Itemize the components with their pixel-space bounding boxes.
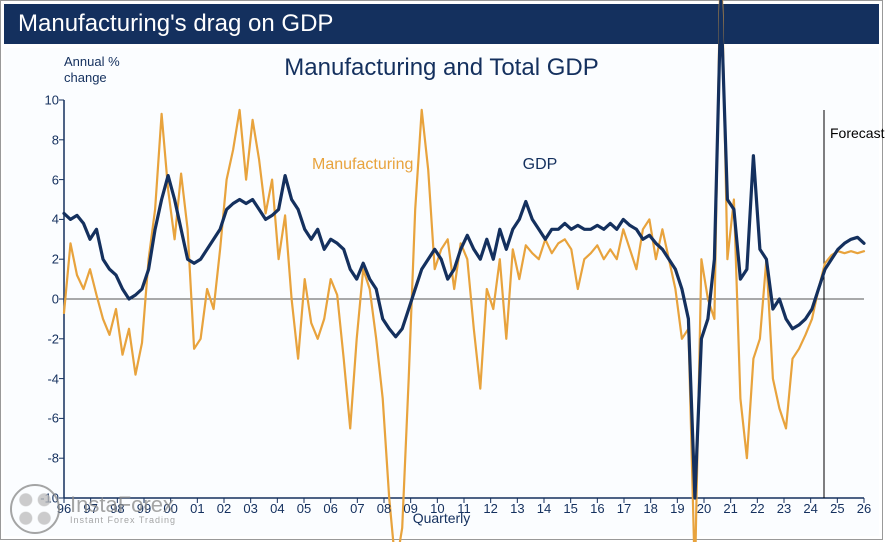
manufacturing-label: Manufacturing bbox=[312, 156, 413, 174]
y-tick-label: -6 bbox=[19, 411, 59, 426]
y-tick-label: 6 bbox=[19, 172, 59, 187]
title-bar-text: Manufacturing's drag on GDP bbox=[18, 10, 333, 38]
y-tick-label: 0 bbox=[19, 292, 59, 307]
y-tick-label: -4 bbox=[19, 371, 59, 386]
gdp-label: GDP bbox=[523, 156, 558, 174]
watermark-text: InstaForex Instant Forex Trading bbox=[70, 494, 176, 525]
y-axis-label: Annual %change bbox=[64, 54, 120, 85]
y-tick-label: -8 bbox=[19, 451, 59, 466]
y-tick-label: 10 bbox=[19, 93, 59, 108]
plot-region: -10-8-6-4-202468109697989900010203040506… bbox=[64, 100, 864, 498]
chart-title: Manufacturing and Total GDP bbox=[4, 54, 879, 82]
title-bar: Manufacturing's drag on GDP bbox=[4, 4, 879, 44]
watermark-logo-icon bbox=[10, 484, 60, 534]
y-tick-label: 8 bbox=[19, 132, 59, 147]
forecasts-label: Forecasts bbox=[830, 125, 885, 141]
watermark: InstaForex Instant Forex Trading bbox=[10, 484, 176, 534]
y-tick-label: -2 bbox=[19, 331, 59, 346]
plot-svg bbox=[64, 100, 864, 498]
chart-area: Manufacturing and Total GDP Annual %chan… bbox=[4, 48, 879, 536]
watermark-brand: InstaForex bbox=[70, 494, 176, 516]
y-tick-label: 2 bbox=[19, 252, 59, 267]
y-tick-label: 4 bbox=[19, 212, 59, 227]
watermark-tagline: Instant Forex Trading bbox=[70, 516, 176, 525]
